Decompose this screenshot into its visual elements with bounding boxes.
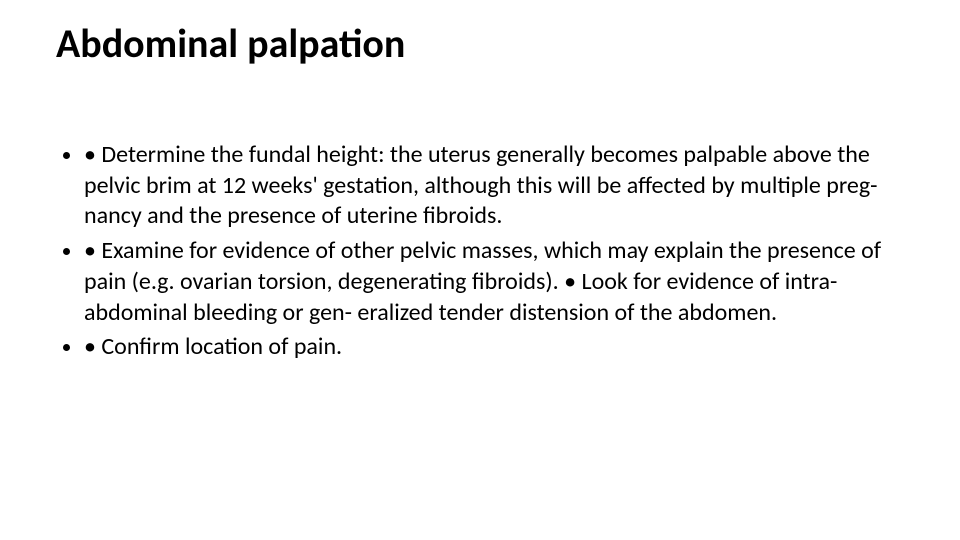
page-title: Abdominal palpation (56, 22, 405, 66)
bullet-list: • Determine the fundal height: the uteru… (56, 140, 906, 363)
list-item: • Examine for evidence of other pelvic m… (84, 236, 906, 328)
body-text: • Determine the fundal height: the uteru… (56, 140, 906, 367)
slide: Abdominal palpation • Determine the fund… (0, 0, 960, 540)
list-item: • Confirm location of pain. (84, 332, 906, 363)
list-item: • Determine the fundal height: the uteru… (84, 140, 906, 232)
